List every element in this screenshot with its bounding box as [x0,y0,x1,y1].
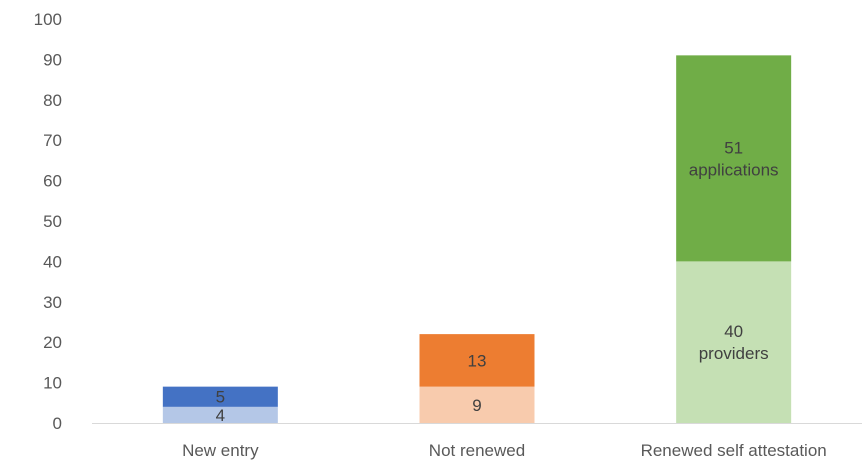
bar-segment [676,261,792,423]
y-tick-label: 80 [43,91,62,110]
bar-segment [419,334,535,387]
bars: 45 9 13 40 providers 51 applications [162,55,792,425]
y-tick-label: 70 [43,131,62,150]
y-tick-label: 10 [43,374,62,393]
data-label: 9 [472,396,481,415]
data-label: 5 [216,388,225,407]
bar-segment [676,55,792,262]
x-category-label: New entry [182,441,259,460]
data-label: 51 [724,138,743,157]
data-label: providers [699,344,769,363]
x-axis: New entry Not renewed Renewed self attesta… [182,441,827,460]
data-label: 4 [216,406,225,425]
y-tick-label: 90 [43,50,62,69]
x-category-label: Not renewed [429,441,525,460]
data-label: applications [689,160,779,179]
y-tick-label: 40 [43,252,62,271]
bar-segment [162,406,278,423]
bar-segment [419,386,535,423]
y-tick-label: 0 [53,414,62,433]
bar-segment [162,386,278,407]
data-label: 40 [724,322,743,341]
y-tick-label: 30 [43,293,62,312]
y-axis: 0 10 20 30 40 50 60 70 80 90 100 [34,10,62,433]
y-tick-label: 100 [34,10,62,29]
y-tick-label: 60 [43,172,62,191]
y-tick-label: 50 [43,212,62,231]
data-label: 13 [468,351,487,370]
y-tick-label: 20 [43,333,62,352]
x-category-label: Renewed self attestation [641,441,827,460]
